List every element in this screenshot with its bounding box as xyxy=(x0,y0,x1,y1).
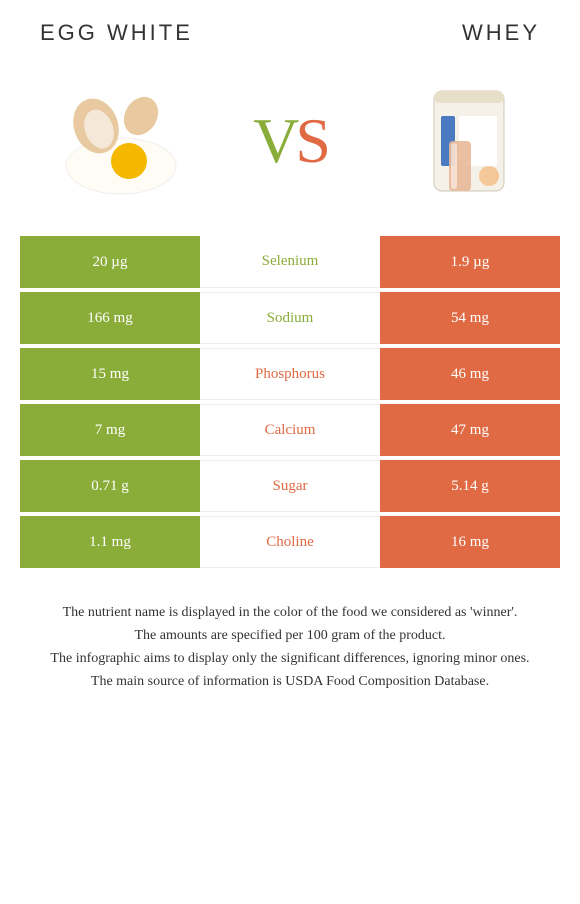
whey-image xyxy=(389,71,529,211)
footer-line: The nutrient name is displayed in the co… xyxy=(20,602,560,623)
table-row: 166 mgSodium54 mg xyxy=(20,292,560,344)
footer-line: The main source of information is USDA F… xyxy=(20,671,560,692)
nutrient-name: Calcium xyxy=(200,404,380,456)
table-row: 20 µgSelenium1.9 µg xyxy=(20,236,560,288)
food-right-title: Whey xyxy=(462,20,540,46)
value-left: 20 µg xyxy=(20,236,200,288)
footer-line: The infographic aims to display only the… xyxy=(20,648,560,669)
nutrient-name: Sugar xyxy=(200,460,380,512)
value-right: 1.9 µg xyxy=(380,236,560,288)
table-row: 15 mgPhosphorus46 mg xyxy=(20,348,560,400)
vs-s: S xyxy=(295,105,327,176)
footer-notes: The nutrient name is displayed in the co… xyxy=(0,572,580,692)
header: Egg white Whey xyxy=(0,0,580,56)
vs-label: VS xyxy=(253,104,327,178)
table-row: 1.1 mgCholine16 mg xyxy=(20,516,560,568)
nutrient-name: Phosphorus xyxy=(200,348,380,400)
value-left: 15 mg xyxy=(20,348,200,400)
egg-white-image xyxy=(51,71,191,211)
nutrient-table: 20 µgSelenium1.9 µg166 mgSodium54 mg15 m… xyxy=(0,236,580,568)
food-left-title: Egg white xyxy=(40,20,193,46)
nutrient-name: Selenium xyxy=(200,236,380,288)
value-right: 5.14 g xyxy=(380,460,560,512)
vs-v: V xyxy=(253,105,295,176)
table-row: 7 mgCalcium47 mg xyxy=(20,404,560,456)
footer-line: The amounts are specified per 100 gram o… xyxy=(20,625,560,646)
value-right: 46 mg xyxy=(380,348,560,400)
value-left: 0.71 g xyxy=(20,460,200,512)
nutrient-name: Sodium xyxy=(200,292,380,344)
value-right: 47 mg xyxy=(380,404,560,456)
value-right: 54 mg xyxy=(380,292,560,344)
value-left: 7 mg xyxy=(20,404,200,456)
images-row: VS xyxy=(0,56,580,236)
nutrient-name: Choline xyxy=(200,516,380,568)
value-right: 16 mg xyxy=(380,516,560,568)
value-left: 1.1 mg xyxy=(20,516,200,568)
table-row: 0.71 gSugar5.14 g xyxy=(20,460,560,512)
value-left: 166 mg xyxy=(20,292,200,344)
